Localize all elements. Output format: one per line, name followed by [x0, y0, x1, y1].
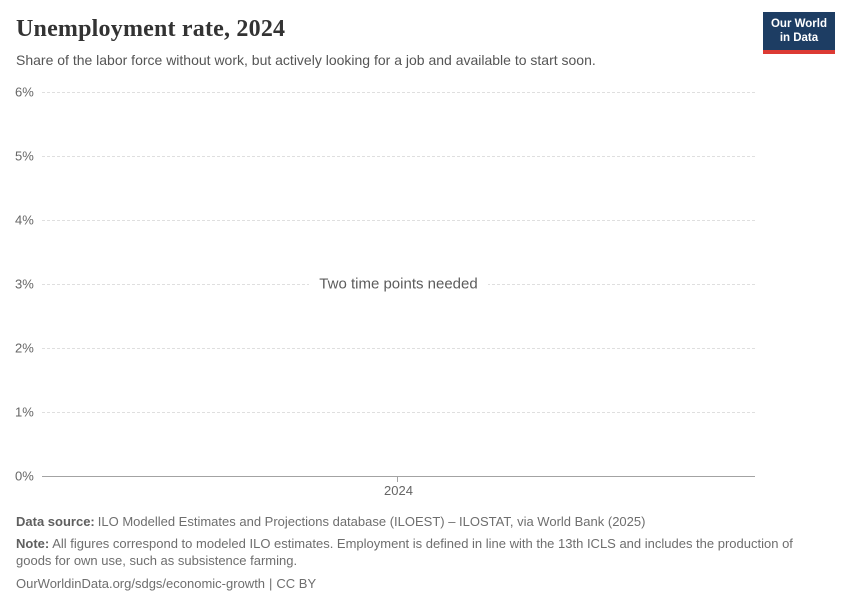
gridline [42, 348, 755, 349]
owid-logo-line1: Our World [770, 18, 827, 30]
owid-logo-line2: in Data [779, 32, 819, 45]
footer-separator: | [269, 576, 273, 591]
empty-chart-message: Two time points needed [42, 273, 755, 295]
chart-title: Unemployment rate, 2024 [16, 16, 286, 42]
y-axis-label: 1% [15, 404, 34, 420]
url-line: OurWorldinData.org/sdgs/economic-growth |… [16, 575, 798, 592]
chart-subtitle: Share of the labor force without work, b… [16, 52, 596, 68]
data-source-label: Data source: [16, 514, 95, 529]
license-text: CC BY [276, 576, 317, 591]
gridline [42, 220, 755, 221]
empty-chart-message-text: Two time points needed [309, 273, 488, 295]
gridline [42, 92, 755, 93]
owid-logo[interactable]: Our World in Data [762, 12, 835, 54]
gridline [42, 156, 755, 157]
note-label: Note: [16, 536, 50, 551]
chart-footer: Data source: ILO Modelled Estimates and P… [16, 513, 798, 592]
data-source-line: Data source: ILO Modelled Estimates and P… [16, 513, 798, 530]
y-axis-label: 0% [15, 468, 34, 484]
x-axis-label: 2024 [384, 483, 413, 498]
y-axis-label: 6% [15, 84, 34, 100]
chart-url: OurWorldinData.org/sdgs/economic-growth [16, 576, 266, 591]
y-axis-label: 3% [15, 276, 34, 292]
data-source-text: ILO Modelled Estimates and Projections d… [97, 514, 646, 529]
x-axis-line [42, 476, 755, 477]
y-axis-label: 2% [15, 340, 34, 356]
x-axis-tick [397, 477, 398, 482]
note-text: All figures correspond to modeled ILO es… [16, 536, 793, 568]
y-axis-label: 5% [15, 148, 34, 164]
y-axis-label: 4% [15, 212, 34, 228]
gridline [42, 412, 755, 413]
note-line: Note: All figures correspond to modeled I… [16, 535, 798, 569]
